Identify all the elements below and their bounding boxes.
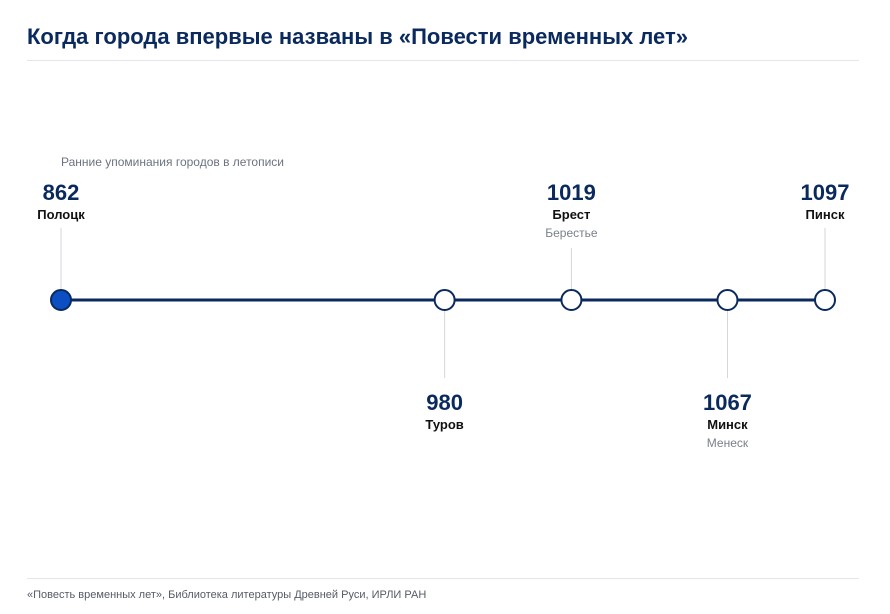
event-year: 1067 [702, 390, 752, 415]
timeline-subtitle: Ранние упоминания городов в летописи [61, 155, 285, 169]
event-label: 1067 Минск Менеск [647, 390, 807, 452]
page-title: Когда города впервые названы в «Повести … [27, 24, 688, 49]
event-label: 862 Полоцк [0, 180, 141, 224]
event-year: 980 [426, 390, 463, 415]
event-old-name: Берестье [545, 226, 598, 240]
event-marker [716, 289, 739, 311]
event-marker [560, 289, 583, 311]
event-year: 1097 [800, 180, 850, 205]
event-marker [50, 289, 72, 311]
event-label: 1019 Брест Берестье [491, 180, 651, 242]
event-city: Пинск [805, 207, 845, 222]
event-city: Полоцк [37, 207, 85, 222]
event-label: 980 Туров [365, 390, 525, 434]
event-marker [814, 289, 836, 311]
event-city: Брест [552, 207, 591, 222]
event-city: Туров [425, 417, 464, 432]
title-divider [27, 60, 859, 61]
event-old-name: Менеск [706, 436, 749, 450]
event-year: 862 [42, 180, 80, 205]
footer-divider [27, 578, 859, 579]
event-year: 1019 [546, 180, 596, 205]
source-note: «Повесть временных лет», Библиотека лите… [27, 589, 427, 601]
event-marker [433, 289, 456, 311]
event-label: 1097 Пинск [745, 180, 890, 224]
event-city: Минск [707, 417, 748, 432]
